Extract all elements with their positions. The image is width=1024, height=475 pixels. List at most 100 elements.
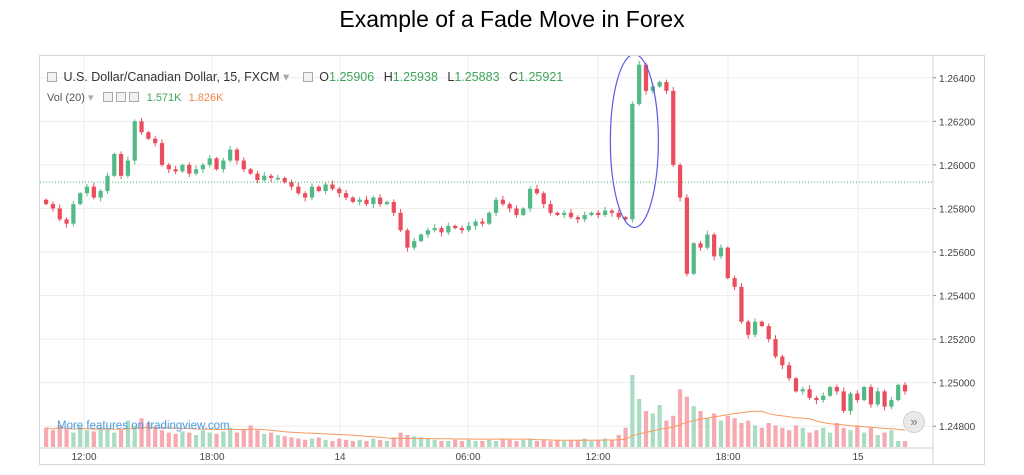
volume-bar — [855, 425, 860, 447]
candle-body — [616, 212, 621, 218]
volume-bar — [316, 437, 321, 447]
candle-body — [330, 184, 335, 189]
volume-bar — [187, 432, 192, 447]
candle-body — [289, 182, 294, 187]
volume-bar — [282, 436, 287, 447]
candlestick-chart[interactable]: 1.26400 1.26200 1.26000 1.25800 1.25600 1.254… — [40, 56, 984, 464]
candle-body — [105, 175, 110, 192]
volume-bar — [323, 439, 328, 447]
volume-bar — [330, 441, 335, 447]
volume-bar — [166, 432, 171, 447]
candle-body — [187, 164, 192, 174]
volume-bar — [534, 441, 540, 447]
volume-bar — [487, 439, 492, 447]
volume-settings-icon[interactable] — [115, 92, 126, 102]
volume-bar — [98, 427, 103, 447]
collapse-icon[interactable] — [47, 72, 57, 82]
close-label: C — [509, 70, 519, 84]
settings-icon[interactable] — [302, 72, 313, 82]
volume-visibility-icon[interactable] — [102, 92, 113, 102]
symbol-dropdown-icon[interactable]: ▾ — [283, 70, 290, 84]
volume-bar — [453, 439, 458, 447]
volume-bar — [200, 430, 206, 447]
volume-bar — [296, 438, 301, 447]
volume-bar — [268, 432, 274, 447]
volume-bar — [507, 439, 512, 447]
candle-body — [418, 234, 424, 242]
volume-bar — [309, 438, 315, 447]
volume-bar — [875, 435, 880, 447]
volume-bar — [637, 399, 642, 447]
x-tick-label: 06:00 — [455, 452, 480, 463]
candle-body — [214, 158, 219, 170]
volume-bar — [500, 438, 505, 447]
candle-body — [739, 286, 744, 322]
candle-body — [902, 384, 908, 392]
volume-bar — [896, 441, 901, 447]
chart-panel[interactable]: 1.26400 1.26200 1.26000 1.25800 1.25600 1.254… — [39, 55, 985, 465]
candle-body — [228, 149, 233, 161]
volume-close-icon[interactable] — [128, 92, 139, 102]
candle-body — [125, 160, 131, 176]
y-tick-label: 1.25600 — [939, 248, 976, 259]
page-title: Example of a Fade Move in Forex — [339, 6, 685, 32]
symbol-name: U.S. Dollar/Canadian Dollar, 15, FXCM — [63, 70, 280, 84]
candle-body — [725, 247, 730, 279]
candle-body — [657, 82, 662, 87]
low-label: L — [447, 70, 455, 84]
close-value: 1.25921 — [518, 70, 564, 84]
low-value: 1.25883 — [454, 70, 500, 84]
volume-bar — [582, 438, 587, 447]
candle-body — [562, 212, 567, 215]
candle-body — [459, 228, 465, 231]
volume-bar — [602, 438, 608, 447]
candle-body — [677, 164, 683, 198]
candle-body — [466, 225, 471, 231]
candle-body — [589, 212, 594, 215]
volume-bar — [609, 439, 615, 447]
candle-body — [316, 186, 321, 192]
volume-bar — [398, 432, 403, 447]
candle-body — [555, 212, 560, 215]
candle-body — [691, 243, 696, 274]
candle-body — [718, 247, 724, 257]
candle-body — [118, 154, 124, 176]
scroll-to-latest-button[interactable]: » — [903, 411, 925, 433]
volume-bar — [241, 429, 246, 447]
candle-body — [568, 212, 574, 218]
candle-body — [868, 387, 874, 405]
volume-bar — [589, 441, 594, 447]
y-tick-label: 1.26000 — [939, 161, 976, 172]
volume-bar — [180, 431, 185, 447]
volume-bar — [691, 406, 696, 447]
symbol-header: U.S. Dollar/Canadian Dollar, 15, FXCM ▾ … — [47, 69, 563, 84]
tradingview-link[interactable]: More features on tradingview.com — [57, 420, 230, 432]
volume-bar — [780, 427, 785, 447]
volume-bar — [800, 427, 805, 447]
candle-body — [350, 197, 355, 202]
x-tick-label: 18:00 — [715, 452, 740, 463]
volume-bar — [821, 427, 826, 447]
candle-body — [548, 204, 553, 213]
volume-bar — [766, 423, 771, 447]
candle-body — [602, 210, 608, 215]
volume-dropdown-icon[interactable]: ▾ — [87, 92, 94, 104]
volume-bar — [616, 435, 621, 447]
volume-bar — [371, 438, 376, 447]
candle-body — [78, 193, 83, 205]
volume-bar — [207, 432, 212, 447]
volume-bar — [480, 441, 485, 447]
volume-bar — [71, 432, 76, 447]
volume-bar — [446, 441, 451, 447]
candle-body — [303, 193, 308, 198]
volume-bar — [173, 433, 178, 447]
candle-body — [207, 158, 212, 165]
candle-body — [664, 82, 669, 91]
candle-body — [439, 228, 444, 233]
volume-bar — [725, 415, 730, 447]
candle-body — [98, 191, 103, 198]
candle-body — [221, 160, 226, 170]
candle-body — [432, 228, 437, 231]
volume-bar — [466, 439, 471, 447]
candle-body — [480, 221, 485, 224]
